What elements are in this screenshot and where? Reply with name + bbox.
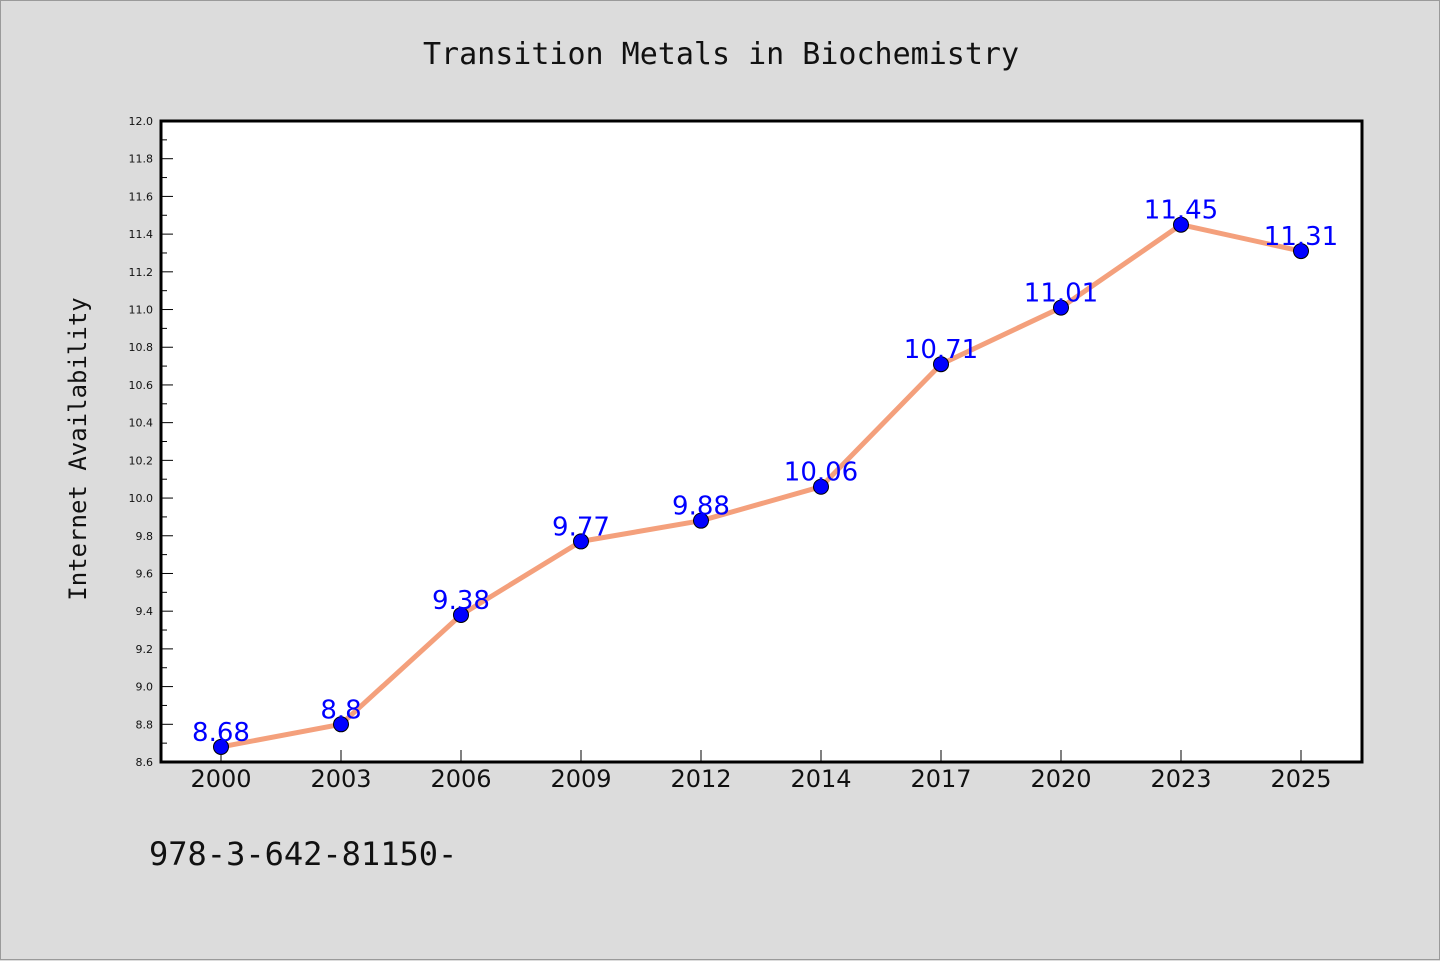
x-tick-label: 2017 bbox=[910, 765, 971, 793]
x-tick-label: 2012 bbox=[670, 765, 731, 793]
data-label: 9.38 bbox=[432, 586, 490, 616]
x-tick-label: 2003 bbox=[310, 765, 371, 793]
data-label: 9.88 bbox=[672, 492, 730, 522]
y-axis-label: Internet Availability bbox=[64, 297, 92, 600]
plot-area bbox=[159, 119, 1364, 764]
y-tick-label: 9.4 bbox=[136, 605, 154, 618]
data-point-marker bbox=[1053, 299, 1069, 316]
y-tick-label: 9.2 bbox=[136, 643, 154, 656]
y-tick-label: 10.4 bbox=[129, 417, 154, 430]
y-tick-label: 9.0 bbox=[136, 681, 154, 694]
data-label: 11.45 bbox=[1144, 196, 1218, 226]
data-point-marker bbox=[453, 606, 469, 623]
data-label: 11.31 bbox=[1264, 222, 1338, 252]
y-tick-label: 9.6 bbox=[136, 567, 154, 580]
x-tick-label: 2023 bbox=[1150, 765, 1211, 793]
y-tick-label: 10.8 bbox=[129, 341, 154, 354]
data-labels: 8.68 8.8 9.38 9.77 9.88 10.06 10.71 11.01 11.45 1… bbox=[192, 196, 1338, 748]
data-label: 9.77 bbox=[552, 512, 610, 542]
y-axis-ticks: 8.6 8.8 9.0 9.2 9.4 9.6 9.8 10.0 10.2 10.4 10.6 10.… bbox=[129, 115, 173, 769]
data-markers bbox=[213, 216, 1309, 755]
data-label: 10.71 bbox=[904, 335, 978, 365]
y-tick-label: 10.2 bbox=[129, 454, 154, 467]
y-tick-label: 11.2 bbox=[129, 266, 154, 279]
y-tick-label: 11.6 bbox=[129, 190, 154, 203]
data-point-marker bbox=[813, 478, 829, 495]
y-tick-label: 9.8 bbox=[136, 530, 154, 543]
data-point-marker bbox=[693, 512, 709, 529]
series-line bbox=[220, 222, 1302, 750]
x-tick-label: 2020 bbox=[1030, 765, 1091, 793]
x-tick-label: 2006 bbox=[430, 765, 491, 793]
footer-isbn-text: 978-3-642-81150- bbox=[149, 835, 457, 873]
y-tick-label: 11.4 bbox=[129, 228, 154, 241]
data-point-marker bbox=[573, 533, 589, 550]
y-tick-label: 8.8 bbox=[136, 718, 154, 731]
data-label: 8.68 bbox=[192, 718, 250, 748]
data-point-marker bbox=[1293, 243, 1309, 260]
x-axis-ticks: 2000 2003 2006 2009 2012 2014 2017 2020 2023 2025 bbox=[190, 750, 1332, 793]
data-label: 8.8 bbox=[320, 695, 361, 725]
y-tick-label: 12.0 bbox=[129, 115, 154, 128]
y-tick-label: 11.0 bbox=[129, 304, 154, 317]
y-tick-label: 10.6 bbox=[129, 379, 154, 392]
x-tick-label: 2014 bbox=[790, 765, 851, 793]
data-label: 10.06 bbox=[784, 458, 858, 488]
y-tick-label: 10.0 bbox=[129, 492, 154, 505]
data-point-marker bbox=[933, 356, 949, 373]
data-point-marker bbox=[1173, 216, 1189, 233]
chart-title: Transition Metals in Biochemistry bbox=[423, 37, 1019, 72]
y-tick-label: 11.8 bbox=[129, 153, 154, 166]
x-tick-label: 2025 bbox=[1270, 765, 1331, 793]
data-point-marker bbox=[333, 716, 349, 733]
x-tick-label: 2000 bbox=[190, 765, 251, 793]
x-tick-label: 2009 bbox=[550, 765, 611, 793]
data-point-marker bbox=[213, 738, 229, 755]
data-label: 11.01 bbox=[1024, 279, 1098, 309]
y-tick-label: 8.6 bbox=[136, 756, 154, 769]
